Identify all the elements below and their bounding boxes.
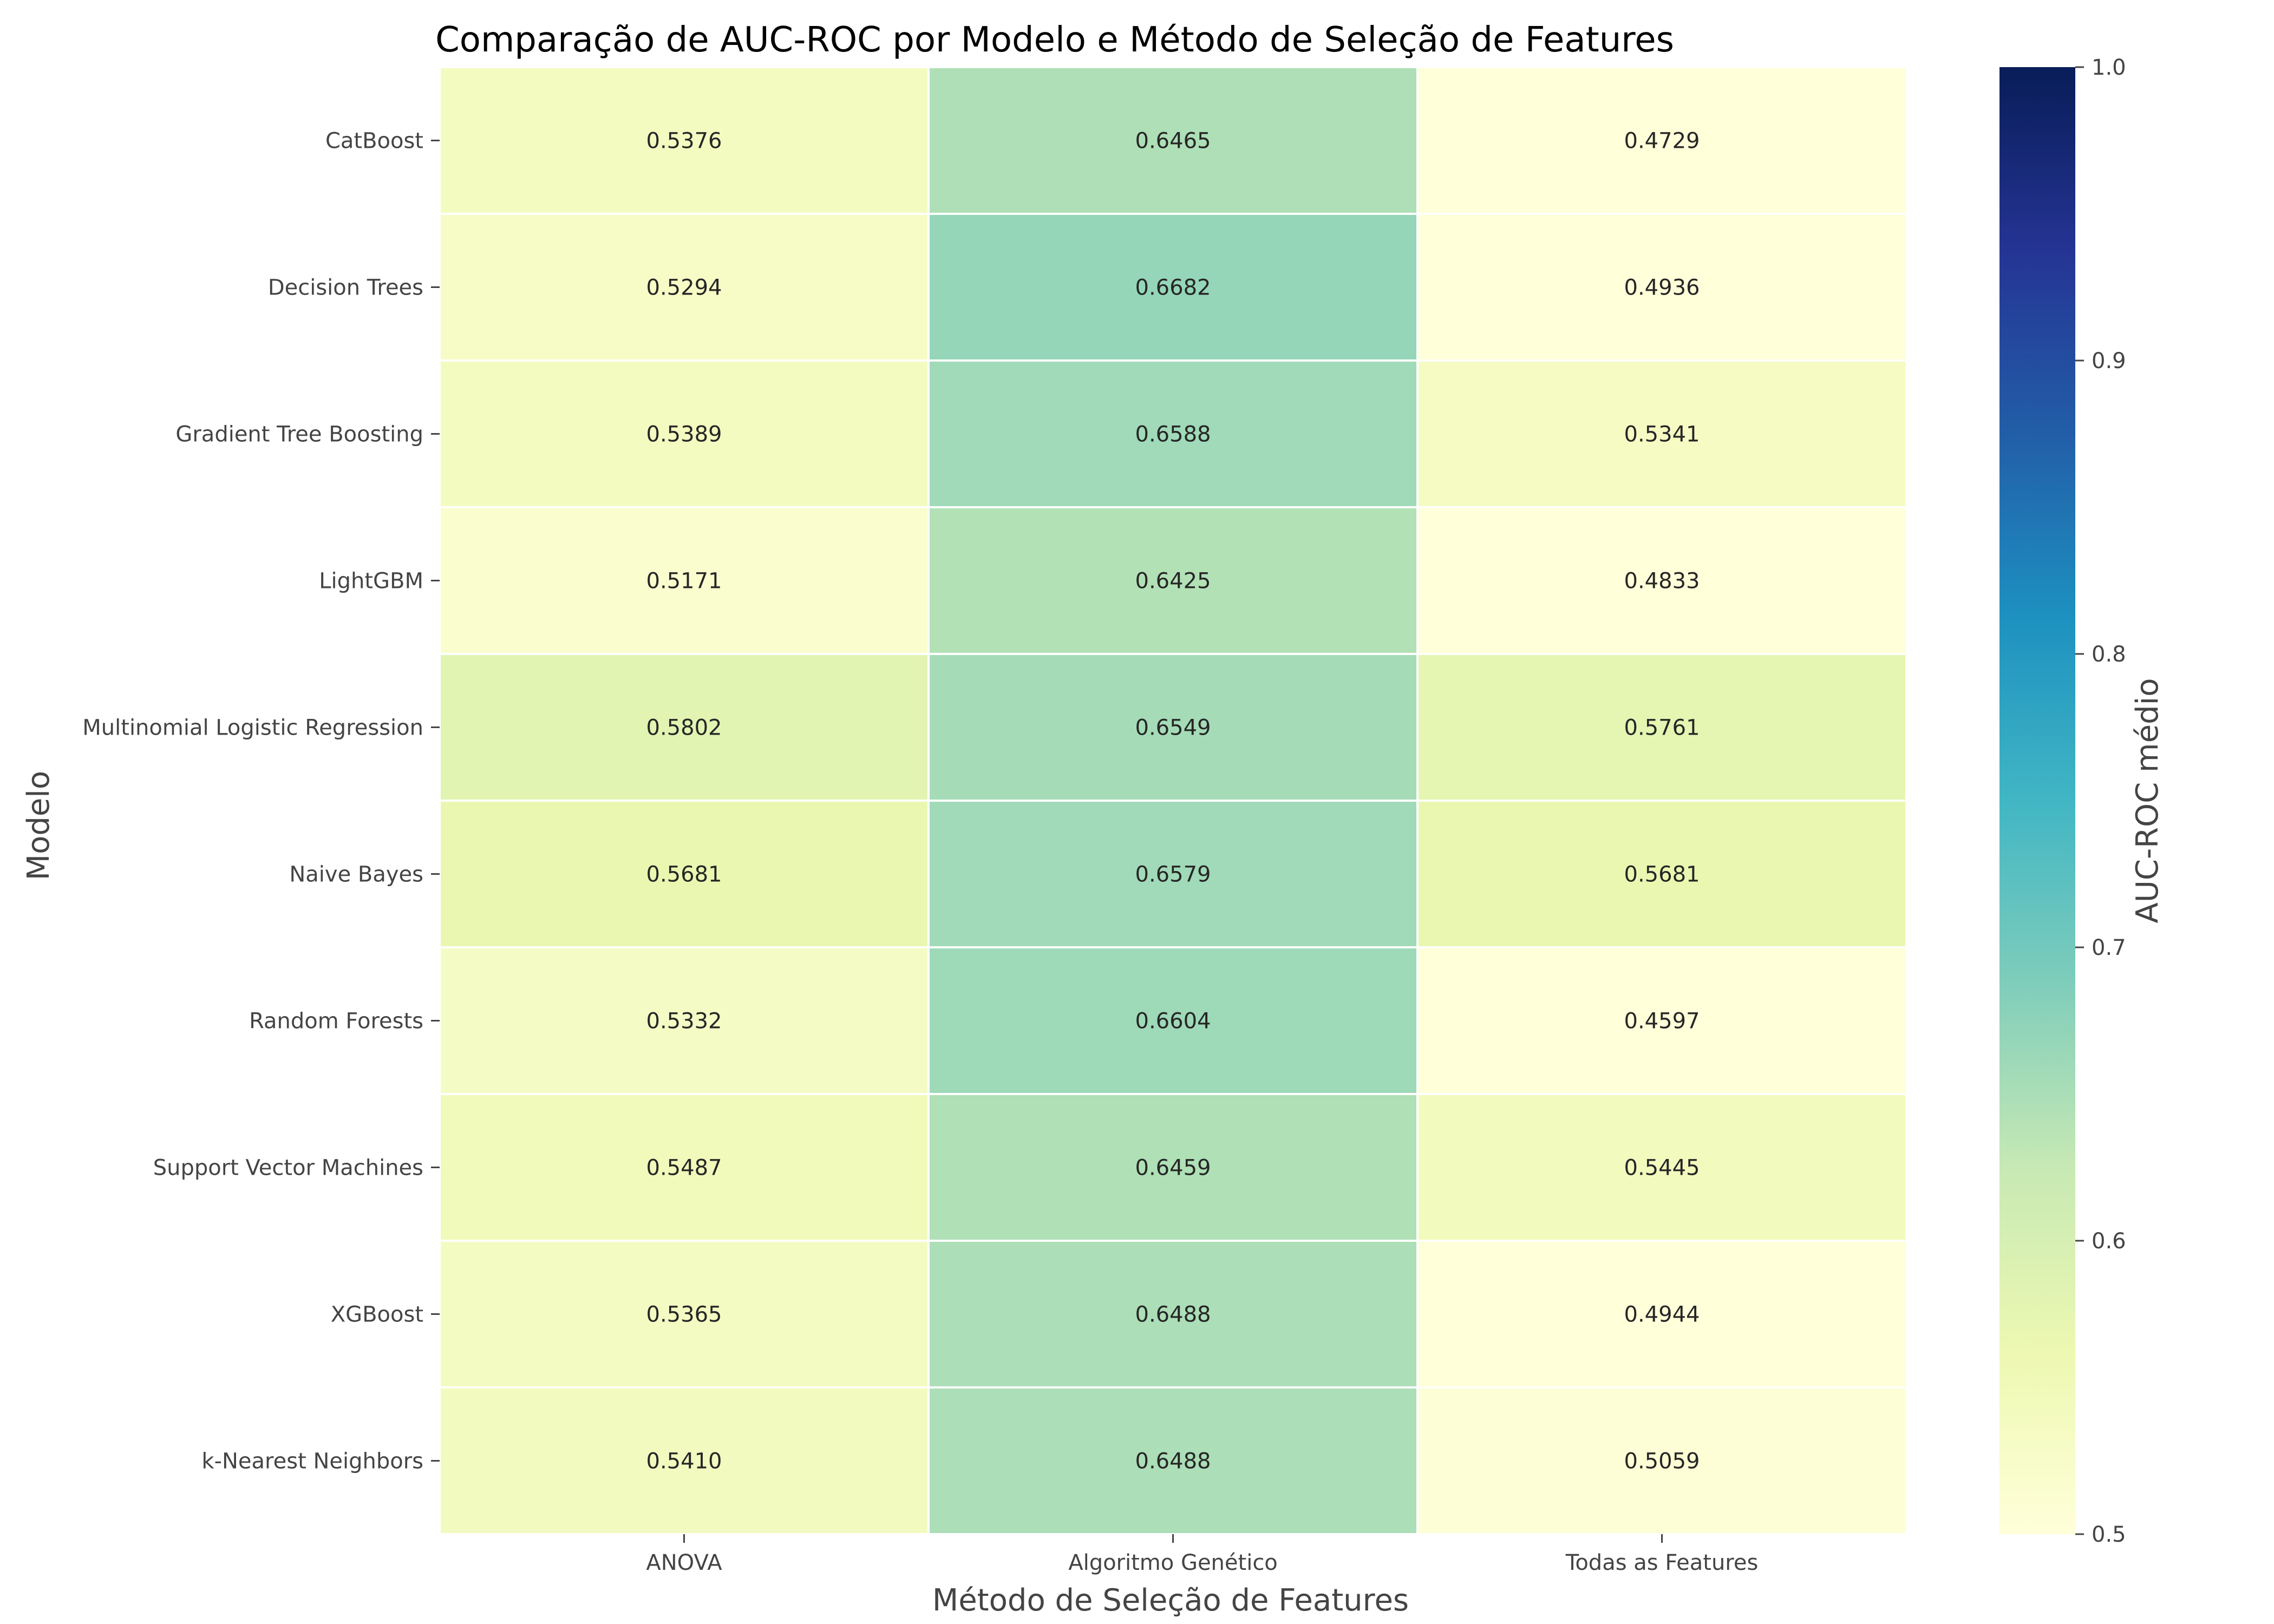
cell-value-label: 0.4597 bbox=[1624, 1009, 1700, 1034]
y-tick-label: k-Nearest Neighbors bbox=[201, 1449, 423, 1474]
heatmap-cell bbox=[927, 213, 1419, 362]
cell-value-label: 0.6488 bbox=[1135, 1302, 1211, 1327]
y-tick-label: Support Vector Machines bbox=[153, 1156, 423, 1181]
colorbar-tick-label: 0.8 bbox=[2092, 642, 2126, 667]
heatmap-cell bbox=[927, 800, 1419, 948]
cell-value-label: 0.6425 bbox=[1135, 569, 1211, 594]
colorbar-tick-label: 1.0 bbox=[2092, 55, 2126, 80]
colorbar-ticks: 0.5 0.6 0.7 0.8 0.9 1.0 bbox=[2075, 55, 2126, 1547]
colorbar-label: AUC-ROC médio bbox=[2130, 678, 2165, 924]
x-axis-ticks: ANOVA Algoritmo Genético Todas as Features bbox=[646, 1534, 1758, 1575]
cell-value-label: 0.5445 bbox=[1624, 1156, 1700, 1181]
heatmap-cell-labels: 0.5376 0.6465 0.4729 0.5294 0.6682 0.4936 0.53… bbox=[646, 129, 1700, 1474]
y-tick-label: CatBoost bbox=[325, 129, 423, 154]
y-tick-label: Naive Bayes bbox=[289, 862, 423, 887]
cell-value-label: 0.5389 bbox=[646, 422, 722, 447]
heatmap-cell bbox=[439, 1240, 930, 1389]
heatmap-cell bbox=[1416, 1093, 1907, 1242]
y-tick-label: XGBoost bbox=[331, 1302, 423, 1327]
cell-value-label: 0.5059 bbox=[1624, 1449, 1700, 1474]
cell-value-label: 0.5487 bbox=[646, 1156, 722, 1181]
y-axis-ticks: CatBoost Decision Trees Gradient Tree Boos… bbox=[82, 129, 440, 1474]
colorbar bbox=[1999, 67, 2075, 1534]
cell-value-label: 0.6588 bbox=[1135, 422, 1211, 447]
chart-title: Comparação de AUC-ROC por Modelo e Métod… bbox=[435, 20, 1674, 60]
cell-value-label: 0.5761 bbox=[1624, 716, 1700, 741]
heatmap-cell bbox=[1416, 213, 1907, 362]
cell-value-label: 0.5365 bbox=[646, 1302, 722, 1327]
colorbar-tick-label: 0.7 bbox=[2092, 935, 2126, 960]
cell-value-label: 0.4936 bbox=[1624, 276, 1700, 300]
heatmap-cell bbox=[439, 946, 930, 1095]
y-tick-label: LightGBM bbox=[319, 569, 423, 594]
heatmap-cell bbox=[1416, 800, 1907, 948]
heatmap-cell bbox=[1416, 66, 1907, 215]
heatmap-cell bbox=[1416, 1240, 1907, 1389]
colorbar-tick-label: 0.6 bbox=[2092, 1229, 2126, 1254]
heatmap-cell bbox=[927, 66, 1419, 215]
cell-value-label: 0.6579 bbox=[1135, 862, 1211, 887]
heatmap-cell bbox=[1416, 1386, 1907, 1535]
heatmap-cell bbox=[927, 1093, 1419, 1242]
cell-value-label: 0.5802 bbox=[646, 716, 722, 741]
heatmap-cell bbox=[439, 653, 930, 802]
y-tick-label: Multinomial Logistic Regression bbox=[82, 716, 423, 741]
heatmap-cell bbox=[439, 1386, 930, 1535]
cell-value-label: 0.4944 bbox=[1624, 1302, 1700, 1327]
heatmap-cell bbox=[927, 1386, 1419, 1535]
cell-value-label: 0.5171 bbox=[646, 569, 722, 594]
heatmap-cell bbox=[1416, 946, 1907, 1095]
cell-value-label: 0.5376 bbox=[646, 129, 722, 154]
heatmap-cell bbox=[439, 506, 930, 655]
cell-value-label: 0.5681 bbox=[1624, 862, 1700, 887]
heatmap-cell bbox=[927, 946, 1419, 1095]
y-tick-label: Gradient Tree Boosting bbox=[175, 422, 423, 447]
cell-value-label: 0.5410 bbox=[646, 1449, 722, 1474]
x-tick-label: Todas as Features bbox=[1565, 1550, 1759, 1575]
y-tick-label: Random Forests bbox=[249, 1009, 423, 1034]
cell-value-label: 0.4729 bbox=[1624, 129, 1700, 154]
heatmap-cells bbox=[439, 66, 1907, 1535]
heatmap-cell bbox=[439, 66, 930, 215]
cell-value-label: 0.6604 bbox=[1135, 1009, 1211, 1034]
heatmap-cell bbox=[439, 1093, 930, 1242]
cell-value-label: 0.6465 bbox=[1135, 129, 1211, 154]
cell-value-label: 0.6459 bbox=[1135, 1156, 1211, 1181]
x-tick-label: ANOVA bbox=[646, 1550, 722, 1575]
cell-value-label: 0.6682 bbox=[1135, 276, 1211, 300]
cell-value-label: 0.5341 bbox=[1624, 422, 1700, 447]
cell-value-label: 0.5332 bbox=[646, 1009, 722, 1034]
heatmap-cell bbox=[1416, 506, 1907, 655]
heatmap-cell bbox=[927, 653, 1419, 802]
cell-value-label: 0.4833 bbox=[1624, 569, 1700, 594]
x-tick-label: Algoritmo Genético bbox=[1068, 1550, 1278, 1575]
cell-value-label: 0.5681 bbox=[646, 862, 722, 887]
x-axis-label: Método de Seleção de Features bbox=[932, 1583, 1409, 1618]
heatmap-cell bbox=[439, 213, 930, 362]
colorbar-tick-label: 0.9 bbox=[2092, 349, 2126, 374]
cell-value-label: 0.6488 bbox=[1135, 1449, 1211, 1474]
heatmap-cell bbox=[1416, 653, 1907, 802]
heatmap-cell bbox=[927, 359, 1419, 508]
cell-value-label: 0.5294 bbox=[646, 276, 722, 300]
y-axis-label: Modelo bbox=[21, 771, 56, 880]
cell-value-label: 0.6549 bbox=[1135, 716, 1211, 741]
colorbar-tick-label: 0.5 bbox=[2092, 1522, 2126, 1547]
y-tick-label: Decision Trees bbox=[268, 276, 423, 300]
